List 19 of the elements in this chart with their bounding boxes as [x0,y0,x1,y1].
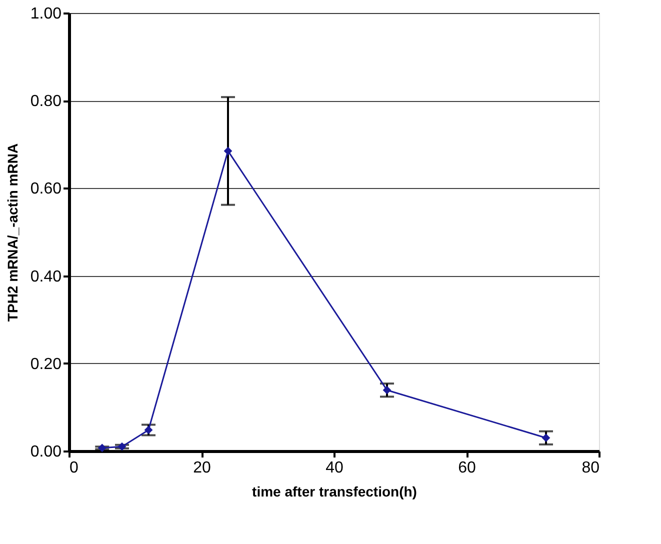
point [98,444,106,452]
y-tick-label: 0.00 [30,444,62,460]
x-tick-label: 20 [193,460,211,476]
point [382,386,392,394]
y-tick-label: 1.00 [30,6,62,22]
y-tick-label: 0.80 [30,93,62,110]
y-tick-label: 0.60 [30,180,62,198]
x-tick-label: 80 [582,460,600,476]
x-tick-label: 0 [70,460,78,476]
point [144,426,153,434]
y-axis-title: TPH2 mRNA/_-actin mRNA [4,143,20,322]
y-tick-label: 0.40 [30,268,62,286]
point [118,442,126,451]
y-tick-label: 0.20 [30,356,62,373]
point [542,434,550,442]
x-tick-label: 40 [326,460,344,476]
x-axis-title: time after transfection(h) [252,484,417,500]
point [224,146,232,156]
x-tick-label: 60 [458,460,476,476]
